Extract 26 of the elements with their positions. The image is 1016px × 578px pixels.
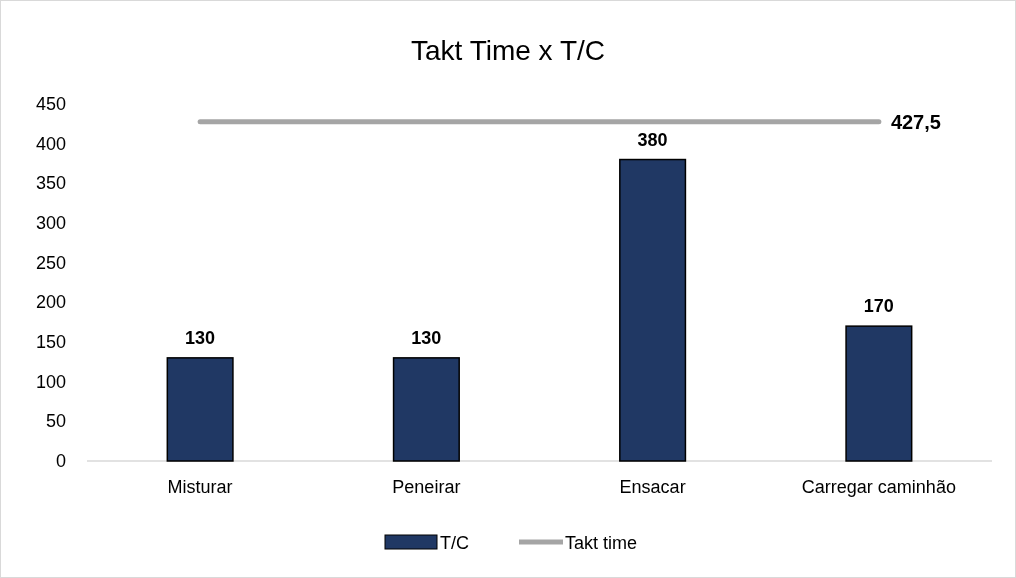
bar bbox=[166, 357, 234, 462]
y-tick-label: 450 bbox=[35, 94, 66, 114]
y-tick-label: 300 bbox=[35, 213, 66, 233]
y-tick-label: 350 bbox=[35, 173, 66, 194]
bar bbox=[619, 158, 687, 462]
y-tick-label: 250 bbox=[35, 252, 66, 273]
x-tick-label: Peneirar bbox=[392, 477, 461, 497]
bar bbox=[392, 357, 460, 462]
legend-label: T/C bbox=[440, 533, 469, 553]
x-tick-label: Carregar caminhão bbox=[801, 477, 956, 497]
data-label: 130 bbox=[185, 327, 216, 348]
y-tick-label: 150 bbox=[35, 332, 66, 352]
y-tick-label: 0 bbox=[55, 451, 66, 471]
y-tick-label: 200 bbox=[35, 292, 66, 313]
bar bbox=[845, 325, 913, 462]
y-tick-label: 100 bbox=[35, 371, 66, 392]
y-tick-label: 50 bbox=[45, 411, 66, 432]
x-tick-label: Ensacar bbox=[619, 477, 686, 497]
data-label: 427,5 bbox=[890, 110, 941, 133]
data-label: 130 bbox=[411, 327, 442, 348]
y-tick-label: 400 bbox=[35, 133, 66, 154]
chart-title: Takt Time x T/C bbox=[411, 35, 605, 66]
x-tick-label: Misturar bbox=[167, 477, 233, 497]
data-label: 170 bbox=[863, 296, 894, 317]
data-label: 380 bbox=[637, 129, 668, 150]
legend-label: Takt time bbox=[565, 533, 638, 553]
